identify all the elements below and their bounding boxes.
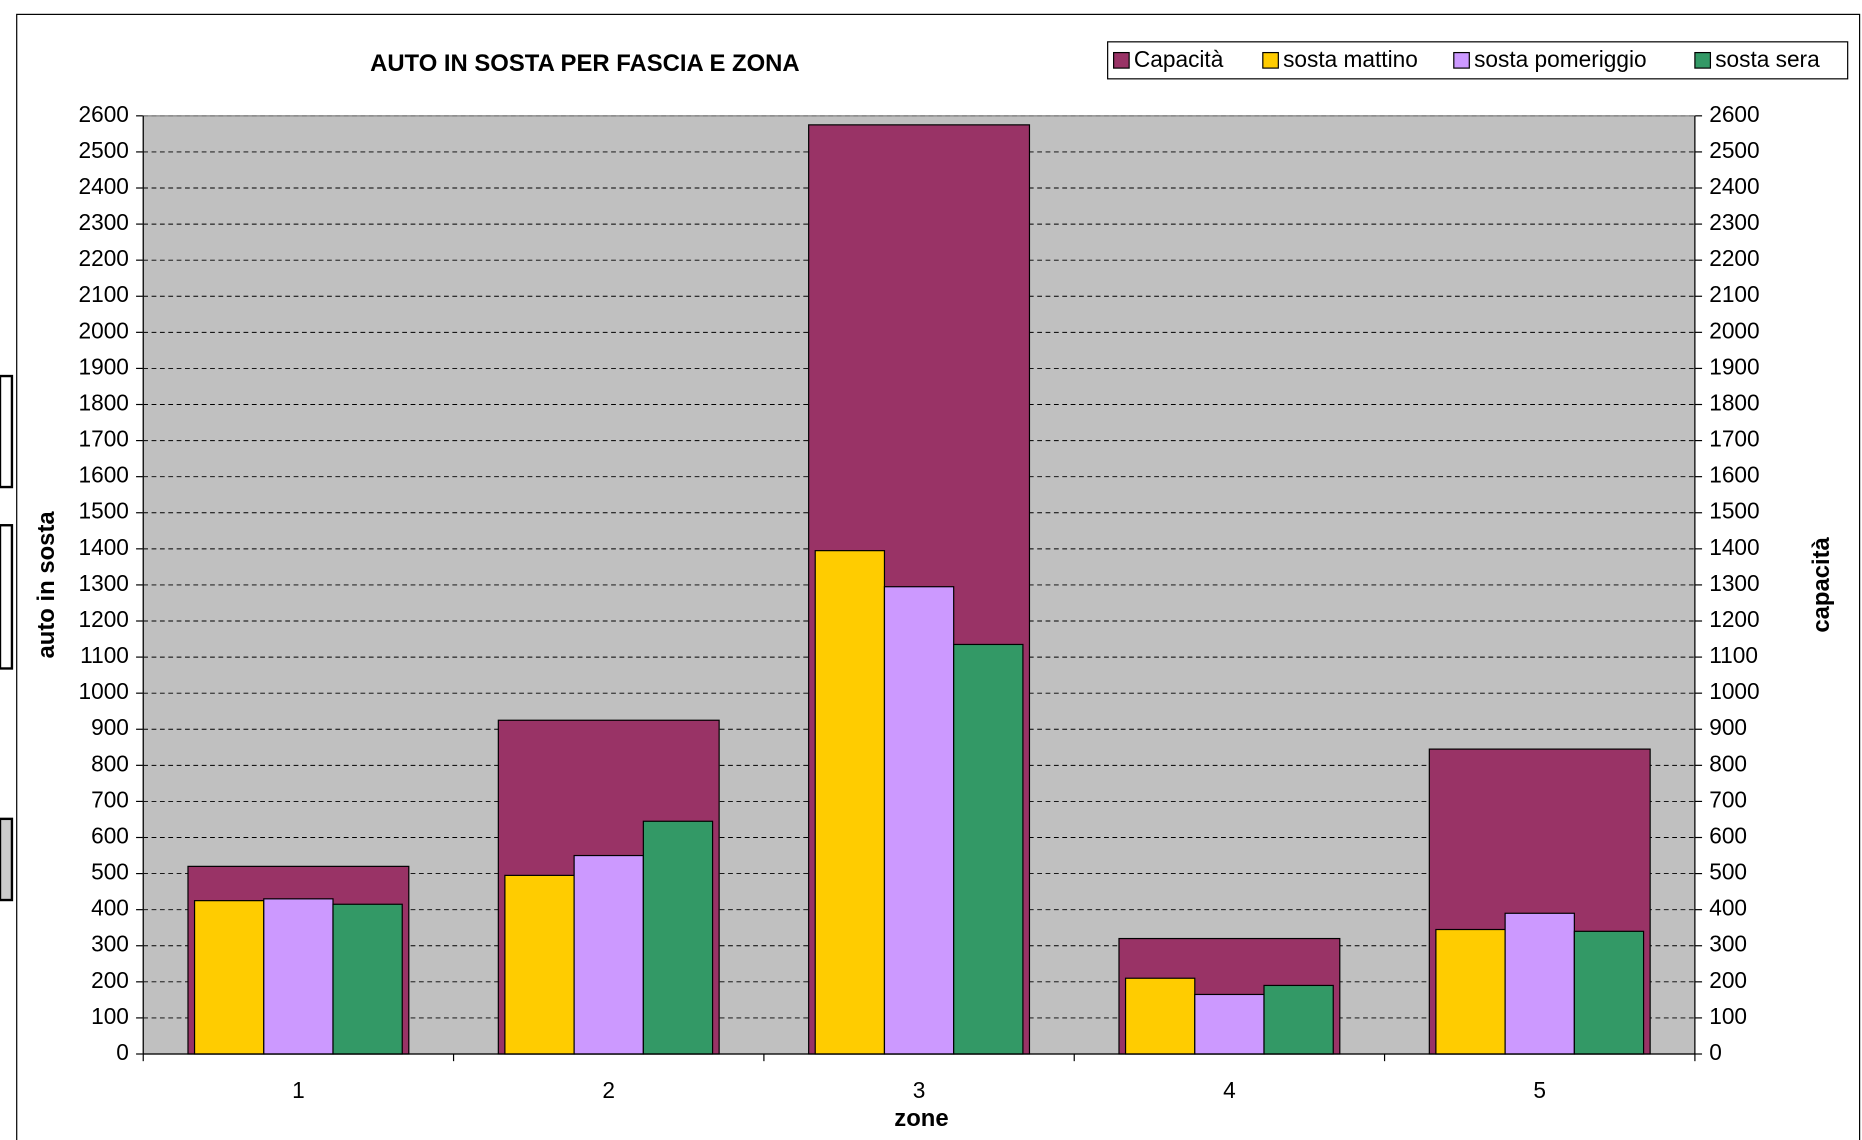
y-tick-label: 100	[91, 1003, 129, 1029]
bar	[1435, 928, 1506, 1055]
legend-label: Capacità	[1134, 46, 1224, 72]
bar	[263, 898, 334, 1055]
x-tick-label: 2	[602, 1077, 615, 1103]
bar	[953, 643, 1024, 1055]
y-tick-label: 700	[91, 786, 129, 812]
y2-tick-label: 2300	[1709, 209, 1759, 235]
bar	[883, 586, 955, 1055]
y2-tick-label: 900	[1709, 714, 1747, 740]
y2-tick-label: 0	[1709, 1039, 1722, 1065]
y-tick-label: 2200	[79, 245, 129, 271]
bar	[1124, 977, 1196, 1055]
y-tick-label: 1200	[79, 606, 129, 632]
x-tick-label: 4	[1223, 1077, 1236, 1103]
y2-tick-label: 1100	[1709, 642, 1758, 668]
bar	[1504, 912, 1575, 1055]
bar	[1194, 993, 1265, 1055]
y-tick-label: 1400	[79, 534, 129, 560]
y-tick-label: 1500	[79, 498, 129, 524]
x-tick-label: 5	[1533, 1077, 1546, 1103]
y-tick-label: 1900	[79, 353, 129, 379]
legend-swatch	[1694, 51, 1712, 69]
bar	[814, 550, 886, 1055]
y-tick-label: 1300	[79, 570, 129, 596]
y-tick-label: 1800	[79, 389, 129, 415]
y2-tick-label: 700	[1709, 786, 1747, 812]
y-axis-label: auto in sosta	[33, 511, 60, 659]
edge-box	[0, 817, 14, 902]
legend-swatch	[1453, 51, 1470, 69]
y2-tick-label: 200	[1709, 967, 1747, 993]
y2-tick-label: 2400	[1709, 173, 1759, 199]
y-tick-label: 600	[91, 822, 129, 848]
y-tick-label: 2400	[79, 173, 129, 199]
y-tick-label: 900	[91, 714, 129, 740]
y2-tick-label: 2100	[1709, 281, 1759, 307]
y2-tick-label: 1400	[1709, 534, 1759, 560]
y2-tick-label: 1300	[1709, 570, 1759, 596]
y2-tick-label: 1500	[1709, 498, 1759, 524]
y2-tick-label: 1600	[1709, 462, 1759, 488]
y-tick-label: 2500	[79, 137, 129, 163]
y2-axis-label: capacità	[1808, 536, 1835, 632]
y-tick-label: 400	[91, 895, 129, 921]
y2-tick-label: 100	[1709, 1003, 1747, 1029]
y2-tick-label: 1000	[1709, 678, 1759, 704]
y2-tick-label: 400	[1709, 895, 1747, 921]
y-tick-label: 300	[91, 931, 129, 957]
y-tick-label: 1700	[79, 426, 129, 452]
legend-label: sosta sera	[1715, 46, 1820, 72]
y2-tick-label: 2200	[1709, 245, 1759, 271]
y-tick-label: 2000	[79, 317, 129, 343]
y-tick-label: 1600	[79, 462, 129, 488]
y-tick-label: 1000	[79, 678, 129, 704]
y2-tick-label: 800	[1709, 750, 1747, 776]
x-tick-label: 1	[292, 1077, 305, 1103]
bar	[193, 900, 265, 1055]
edge-box	[0, 374, 14, 489]
legend-swatch	[1262, 51, 1279, 69]
y2-tick-label: 2500	[1709, 137, 1759, 163]
y2-tick-label: 1800	[1709, 389, 1759, 415]
legend-swatch	[1113, 51, 1130, 69]
y-tick-label: 500	[91, 859, 129, 885]
x-tick-label: 3	[913, 1077, 926, 1103]
bar	[1263, 984, 1334, 1055]
y2-tick-label: 1700	[1709, 426, 1759, 452]
edge-box	[0, 524, 14, 670]
y-tick-label: 2600	[79, 101, 129, 127]
chart-title: AUTO IN SOSTA PER FASCIA E ZONA	[370, 50, 800, 77]
y-tick-label: 1100	[80, 642, 129, 668]
y2-tick-label: 500	[1709, 859, 1747, 885]
y-tick-label: 2100	[79, 281, 129, 307]
y-tick-label: 200	[91, 967, 129, 993]
bar	[504, 874, 575, 1055]
bar	[642, 820, 714, 1055]
legend-label: sosta pomeriggio	[1474, 46, 1647, 72]
y2-tick-label: 1200	[1709, 606, 1759, 632]
y2-tick-label: 2000	[1709, 317, 1759, 343]
bar	[332, 903, 403, 1055]
y2-tick-label: 2600	[1709, 101, 1759, 127]
x-axis-label: zone	[894, 1105, 948, 1132]
y2-tick-label: 600	[1709, 822, 1747, 848]
legend-box	[1107, 41, 1849, 80]
bar	[573, 854, 644, 1055]
legend-label: sosta mattino	[1283, 46, 1418, 72]
y2-tick-label: 300	[1709, 931, 1747, 957]
bar	[1573, 930, 1645, 1055]
y-tick-label: 800	[91, 750, 129, 776]
y-tick-label: 0	[116, 1039, 129, 1065]
y2-tick-label: 1900	[1709, 353, 1759, 379]
y-tick-label: 2300	[79, 209, 129, 235]
